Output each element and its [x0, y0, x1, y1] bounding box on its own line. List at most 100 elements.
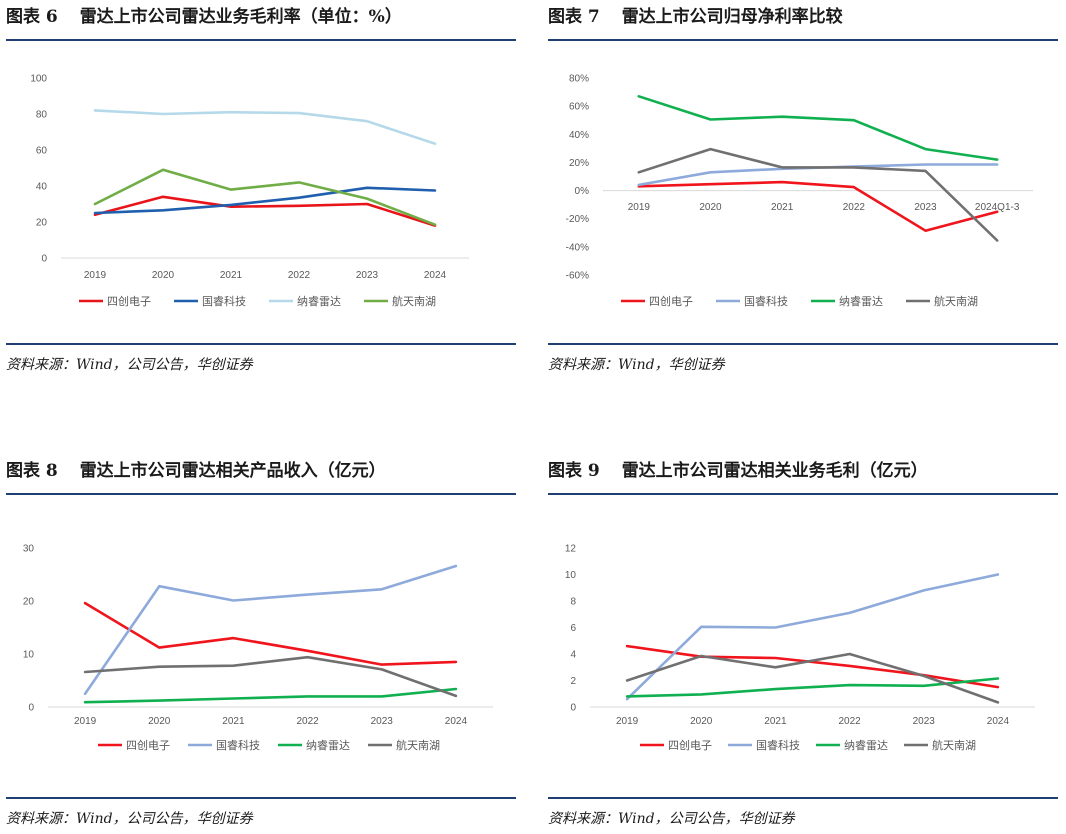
- x-tick-label: 2019: [628, 202, 651, 213]
- y-tick-label: 0: [570, 703, 576, 714]
- line-chart-net-margin: -60% -40% -20% 0% 20% 40% 60% 80% 2019 2020 2021 20…: [566, 74, 1033, 308]
- y-tick-label: 60: [36, 146, 48, 157]
- line-chart-radar-revenue: 0 10 20 30 2019 2020 2021 2022 2023 2024 四创电子 国睿科技 纳…: [23, 544, 493, 752]
- y-tick-label: 10: [23, 650, 35, 661]
- legend-label: 国睿科技: [756, 738, 800, 752]
- x-tick-label: 2020: [699, 202, 722, 213]
- series-line-航天南湖: [625, 652, 1000, 704]
- figure-label: 图表: [548, 7, 582, 27]
- figure-number: 9: [587, 461, 600, 481]
- y-tick-label: 30: [23, 544, 35, 555]
- figure-panel-9: 图表 9 雷达上市公司雷达相关业务毛利（亿元） 0 2 4 6 8 10 12 2019 202…: [548, 454, 1058, 834]
- figure-number: 7: [587, 7, 600, 27]
- legend-label: 纳睿雷达: [839, 294, 883, 308]
- legend-label: 国睿科技: [216, 738, 260, 752]
- figure-label: 图表: [6, 461, 40, 481]
- source-rule: [548, 797, 1058, 799]
- y-tick-label: 10: [565, 570, 577, 581]
- series-line-国睿科技: [93, 186, 437, 215]
- x-tick-label: 2019: [84, 270, 107, 281]
- x-tick-label: 2023: [371, 716, 394, 727]
- y-tick-label: 8: [570, 597, 576, 608]
- y-tick-label: 40%: [569, 130, 589, 141]
- y-tick-label: 12: [565, 544, 577, 555]
- figure-panel-6: 图表 6 雷达上市公司雷达业务毛利率（单位：%） 0 20 40 60 80 100 201…: [6, 0, 516, 380]
- source-rule: [6, 343, 516, 345]
- series-line-航天南湖: [637, 147, 999, 242]
- x-tick-label: 2020: [152, 270, 175, 281]
- y-tick-label: 0: [28, 703, 34, 714]
- series-line-纳睿雷达: [93, 109, 437, 145]
- legend-label: 四创电子: [107, 295, 151, 308]
- title-rule: [548, 493, 1058, 495]
- y-tick-label: 20: [36, 218, 48, 229]
- y-tick-label: -40%: [566, 242, 589, 253]
- x-tick-label: 2020: [148, 716, 171, 727]
- y-tick-label: 20%: [569, 158, 589, 169]
- legend-label: 四创电子: [649, 295, 693, 308]
- x-tick-label: 2023: [356, 270, 379, 281]
- legend-label: 航天南湖: [934, 294, 978, 308]
- figure-panel-7: 图表 7 雷达上市公司归母净利率比较 -60% -40% -20% 0% 20% 40% 6…: [548, 0, 1058, 380]
- y-tick-label: 60%: [569, 102, 589, 113]
- series-line-四创电子: [637, 180, 999, 232]
- figure-number: 8: [45, 461, 58, 481]
- legend-label: 航天南湖: [392, 294, 436, 308]
- source-rule: [548, 343, 1058, 345]
- figure-title-9: 图表 9 雷达上市公司雷达相关业务毛利（亿元）: [548, 454, 1058, 488]
- y-tick-label: 6: [570, 623, 576, 634]
- legend-label: 纳睿雷达: [306, 738, 350, 752]
- x-tick-label: 2019: [616, 716, 639, 727]
- figure-number: 6: [45, 7, 58, 27]
- x-tick-label: 2022: [843, 202, 866, 213]
- x-tick-label: 2021: [220, 270, 243, 281]
- legend-label: 国睿科技: [744, 294, 788, 308]
- legend-label: 四创电子: [668, 739, 712, 752]
- title-rule: [6, 493, 516, 495]
- y-tick-label: -60%: [566, 271, 589, 282]
- x-tick-label: 2022: [838, 716, 861, 727]
- y-tick-label: 80%: [569, 74, 589, 85]
- legend-label: 航天南湖: [932, 738, 976, 752]
- title-rule: [6, 39, 516, 41]
- source-rule: [6, 797, 516, 799]
- legend-label: 四创电子: [126, 739, 170, 752]
- y-tick-label: 100: [30, 74, 47, 85]
- series-line-四创电子: [83, 601, 458, 666]
- source-note: 资料来源：Wind，公司公告，华创证券: [6, 811, 253, 827]
- x-tick-label: 2024: [424, 270, 447, 281]
- series-line-四创电子: [93, 195, 437, 227]
- figure-label: 图表: [6, 7, 40, 27]
- x-tick-label: 2024: [987, 716, 1010, 727]
- x-tick-label: 2022: [288, 270, 311, 281]
- series-line-纳睿雷达: [625, 677, 1000, 698]
- series-line-国睿科技: [83, 564, 458, 696]
- series-line-国睿科技: [625, 573, 1000, 701]
- line-chart-radar-gross-profit: 0 2 4 6 8 10 12 2019 2020 2021 2022 2023 2024 四创电子 国睿科…: [565, 544, 1035, 752]
- y-tick-label: 20: [23, 597, 35, 608]
- figure-title-text: 雷达上市公司雷达业务毛利率（单位：%）: [79, 7, 402, 27]
- y-tick-label: -20%: [566, 214, 589, 225]
- legend-label: 航天南湖: [396, 738, 440, 752]
- source-note: 资料来源：Wind，公司公告，华创证券: [6, 357, 253, 373]
- x-tick-label: 2023: [913, 716, 936, 727]
- figure-panel-8: 图表 8 雷达上市公司雷达相关产品收入（亿元） 0 10 20 30 2019 2020 2…: [6, 454, 516, 834]
- y-tick-label: 40: [36, 182, 48, 193]
- y-tick-label: 2: [570, 676, 576, 687]
- figure-title-text: 雷达上市公司雷达相关产品收入（亿元）: [79, 461, 386, 481]
- x-tick-label: 2023: [914, 202, 937, 213]
- series-line-纳睿雷达: [637, 94, 999, 161]
- series-line-航天南湖: [83, 655, 458, 698]
- x-tick-label: 2024Q1-3: [975, 202, 1020, 213]
- figure-title-7: 图表 7 雷达上市公司归母净利率比较: [548, 0, 1058, 34]
- figure-title-6: 图表 6 雷达上市公司雷达业务毛利率（单位：%）: [6, 0, 516, 34]
- y-tick-label: 80: [36, 110, 48, 121]
- y-tick-label: 0: [41, 254, 47, 265]
- x-tick-label: 2021: [771, 202, 794, 213]
- line-chart-gross-margin: 0 20 40 60 80 100 2019 2020 2021 2022 2023 2024 四创电子…: [30, 74, 469, 308]
- figure-title-text: 雷达上市公司归母净利率比较: [621, 7, 843, 27]
- series-line-四创电子: [625, 644, 1000, 689]
- figure-label: 图表: [548, 461, 582, 481]
- source-note: 资料来源：Wind，公司公告，华创证券: [548, 811, 795, 827]
- legend-label: 纳睿雷达: [297, 294, 341, 308]
